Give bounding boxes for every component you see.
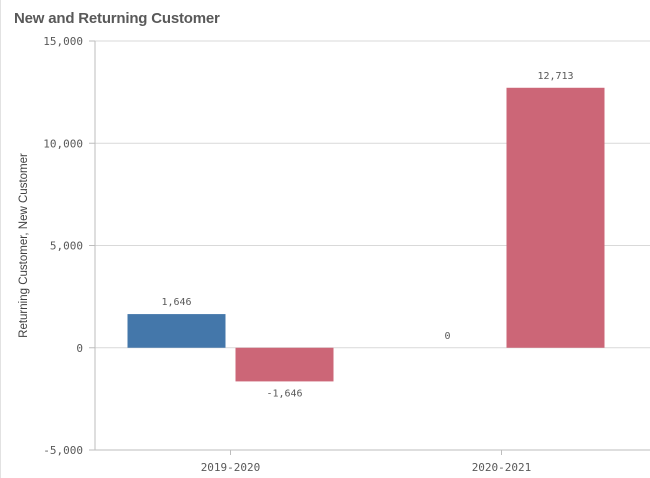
data-label: 0 <box>444 331 450 342</box>
data-label: 1,646 <box>161 297 191 308</box>
x-tick-label: 2019-2020 <box>201 461 261 474</box>
y-tick-label: 0 <box>76 342 83 355</box>
y-tick-label: 10,000 <box>43 137 83 150</box>
data-label: -1,646 <box>266 388 302 399</box>
y-tick-label: 15,000 <box>43 35 83 48</box>
y-tick-label: -5,000 <box>43 444 83 457</box>
x-tick-label: 2020-2021 <box>472 461 532 474</box>
bar-new-customer <box>235 347 334 382</box>
data-label: 12,713 <box>537 71 573 82</box>
bar-new-customer <box>506 87 605 348</box>
bar-returning-customer <box>127 314 226 348</box>
y-tick-label: 5,000 <box>50 240 83 253</box>
y-axis-label: Returning Customer, New Customer <box>18 153 30 338</box>
chart-title: New and Returning Customer <box>14 10 220 27</box>
